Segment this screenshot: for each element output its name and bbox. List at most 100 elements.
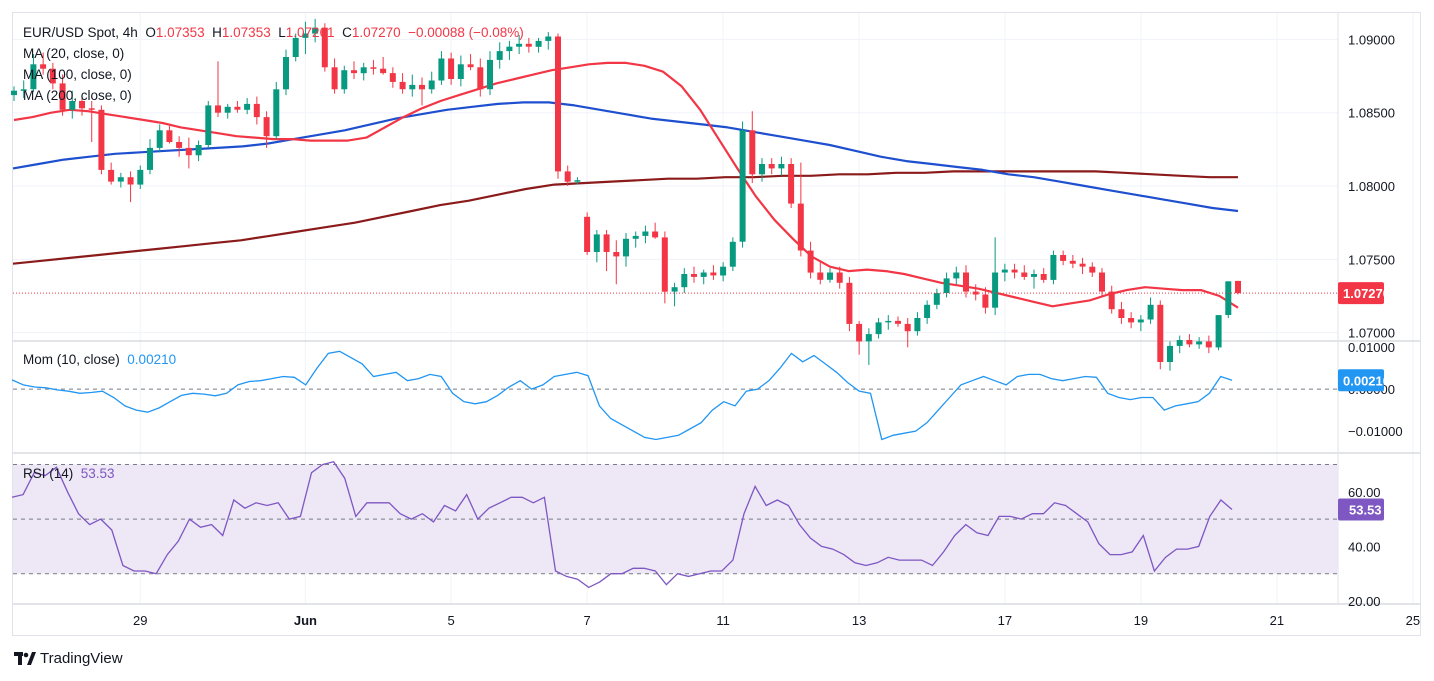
candle <box>292 33 299 62</box>
price-tick-label: 1.07000 <box>1348 326 1395 341</box>
candle-body <box>1089 266 1096 273</box>
candle-body <box>1040 274 1047 280</box>
time-tick-label: 29 <box>133 613 147 628</box>
ma20-legend[interactable]: MA (20, close, 0) <box>23 46 125 61</box>
last-price-label: 1.07270 <box>1343 286 1390 301</box>
candle <box>98 105 105 175</box>
candle-body <box>292 37 299 57</box>
candle-body <box>652 231 659 238</box>
candle-body <box>215 105 221 113</box>
tradingview-brand[interactable]: TradingView <box>14 650 123 667</box>
high-label: H <box>212 25 222 40</box>
candle <box>914 312 921 336</box>
candle-body <box>516 43 523 47</box>
momentum-value-label: 0.00210 <box>1343 373 1390 388</box>
candle-body <box>555 36 561 172</box>
candle <box>1215 315 1222 351</box>
rsi-legend-value: 53.53 <box>80 466 115 481</box>
candle-body <box>1225 281 1232 315</box>
time-tick-label: 13 <box>852 613 866 628</box>
candle-body <box>788 164 795 204</box>
candle <box>739 121 746 248</box>
candle-body <box>671 287 678 292</box>
time-tick-label: 5 <box>448 613 455 628</box>
ma200-legend[interactable]: MA (200, close, 0) <box>23 88 132 103</box>
candle-body <box>137 169 144 185</box>
candle <box>69 90 76 119</box>
candle <box>603 230 610 272</box>
candle-body <box>623 238 629 257</box>
candle-body <box>1060 255 1067 261</box>
candle <box>681 268 688 294</box>
candle-body <box>185 147 192 156</box>
price-pane[interactable] <box>11 18 1338 371</box>
candle <box>700 269 707 285</box>
candle <box>846 276 853 332</box>
candle-body <box>1031 274 1037 277</box>
candle-body <box>244 103 251 110</box>
momentum-legend[interactable]: Mom (10, close) 0.00210 <box>23 352 176 367</box>
candle-body <box>1001 269 1008 273</box>
candle-body <box>700 272 707 277</box>
candle-body <box>1021 272 1028 277</box>
candle <box>924 300 931 324</box>
candle-body <box>302 33 309 38</box>
candle <box>593 230 600 263</box>
ma100-legend[interactable]: MA (100, close, 0) <box>23 67 132 82</box>
candle-body <box>1011 269 1018 273</box>
price-axis[interactable]: 1.09000 1.08500 1.08000 1.07500 1.07000 1.072… <box>1338 32 1395 341</box>
candle <box>467 54 474 71</box>
candle <box>147 139 153 175</box>
candle-body <box>253 103 260 118</box>
ma200-layer <box>12 170 1238 265</box>
momentum-tick-label: 0.01000 <box>1348 340 1395 355</box>
candle-body <box>156 130 163 148</box>
candle <box>79 96 85 116</box>
low-label: L <box>278 25 286 40</box>
candle <box>215 61 221 118</box>
time-tick-label: 7 <box>584 613 591 628</box>
candle <box>11 86 17 101</box>
candle-body <box>846 282 853 324</box>
symbol-label: EUR/USD Spot, 4h <box>23 25 138 40</box>
time-tick-label: 19 <box>1134 613 1148 628</box>
candle-body <box>1069 260 1076 264</box>
candle <box>341 65 348 94</box>
candle-body <box>467 64 474 68</box>
candle <box>117 172 124 188</box>
candle <box>127 171 134 203</box>
candle-body <box>59 83 66 110</box>
price-tick-label: 1.07500 <box>1348 252 1395 267</box>
candle-body <box>11 90 17 96</box>
candle <box>1235 280 1241 295</box>
ohlc-legend: EUR/USD Spot, 4h O1.07353 H1.07353 L1.07… <box>23 25 524 40</box>
candle <box>953 266 960 285</box>
candle-body <box>943 278 950 294</box>
candle-body <box>1167 345 1173 362</box>
candle <box>710 265 717 280</box>
candle-body <box>535 40 542 47</box>
candle <box>351 61 357 79</box>
candle-body <box>79 101 85 109</box>
candle <box>312 18 319 43</box>
candle <box>671 282 678 307</box>
candle <box>729 237 736 272</box>
candle-body <box>98 109 105 170</box>
candle <box>1137 315 1144 332</box>
candle <box>652 222 659 239</box>
candle <box>49 62 56 90</box>
rsi-pane[interactable]: 60.00 40.00 20.00 53.53 <box>11 461 1384 609</box>
candle-body <box>749 130 756 175</box>
candle-body <box>1079 263 1086 267</box>
candle-body <box>389 73 396 82</box>
candle <box>555 33 561 179</box>
candle <box>933 288 940 310</box>
candle-body <box>593 234 600 252</box>
time-axis[interactable]: 29 Jun 5 7 11 13 17 19 21 25 <box>133 613 1420 628</box>
rsi-legend[interactable]: RSI (14) 53.53 <box>23 466 115 481</box>
candle <box>399 73 406 94</box>
candle <box>788 158 795 209</box>
candle <box>1089 262 1096 277</box>
